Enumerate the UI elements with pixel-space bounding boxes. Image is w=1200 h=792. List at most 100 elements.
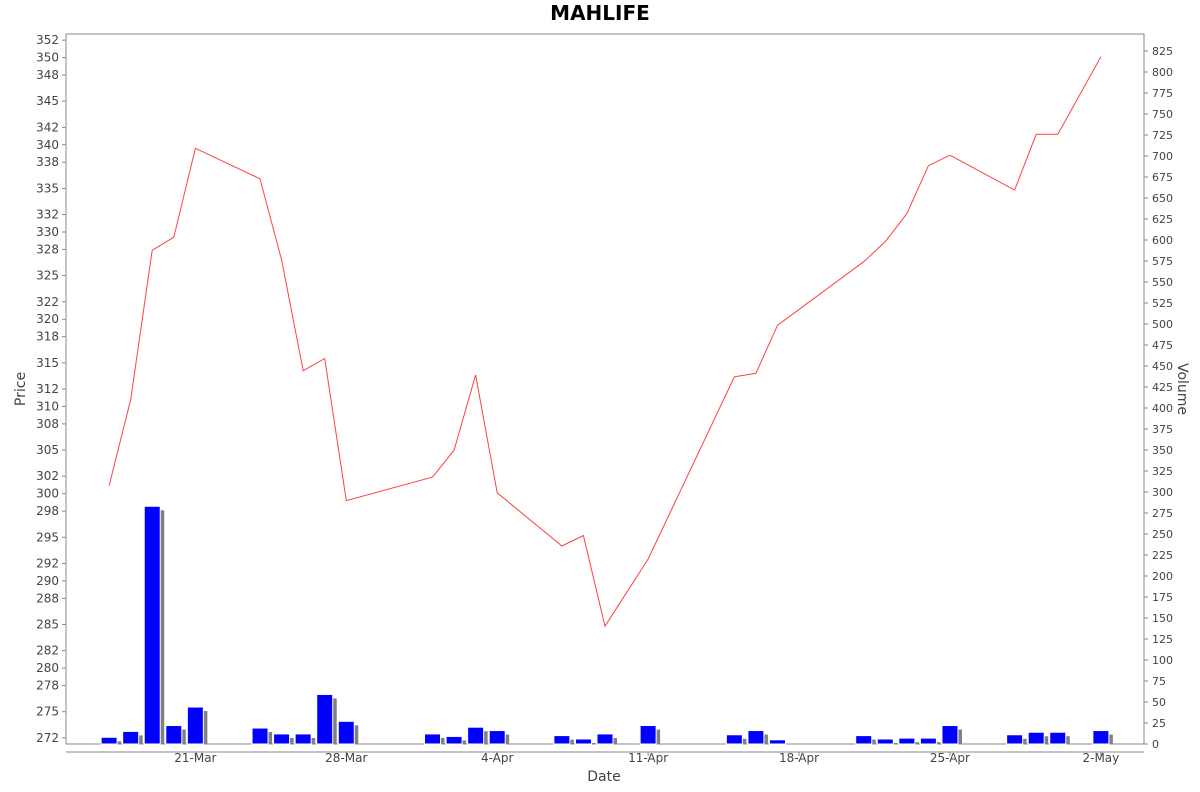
price-tick-label: 330 [36, 225, 59, 239]
volume-tick-label: 75 [1152, 675, 1166, 688]
price-tick-label: 300 [36, 487, 59, 501]
price-tick-label: 342 [36, 120, 59, 134]
volume-tick-label: 800 [1152, 66, 1173, 79]
volume-bar [941, 725, 959, 745]
volume-bar [596, 733, 614, 745]
price-tick-label: 292 [36, 556, 59, 570]
price-tick-label: 305 [36, 443, 59, 457]
volume-tick-label: 125 [1152, 633, 1173, 646]
volume-bar [424, 733, 442, 745]
price-tick-label: 290 [36, 574, 59, 588]
volume-bar [488, 730, 506, 745]
volume-tick-label: 450 [1152, 360, 1173, 373]
volume-bar [553, 735, 571, 745]
volume-tick-label: 725 [1152, 129, 1173, 142]
volume-tick-label: 250 [1152, 528, 1173, 541]
price-tick-label: 322 [36, 295, 59, 309]
volume-tick-label: 225 [1152, 549, 1173, 562]
volume-tick-label: 375 [1152, 423, 1173, 436]
date-tick-label: 28-Mar [325, 751, 367, 765]
volume-bar [467, 726, 485, 745]
price-tick-label: 310 [36, 399, 59, 413]
price-tick-label: 272 [36, 731, 59, 745]
volume-tick-label: 775 [1152, 87, 1173, 100]
volume-bar [143, 505, 161, 745]
price-tick-label: 282 [36, 644, 59, 658]
price-tick-label: 275 [36, 705, 59, 719]
volume-bar [1092, 730, 1110, 745]
volume-bar [122, 730, 140, 745]
price-tick-label: 278 [36, 679, 59, 693]
price-tick-label: 335 [36, 181, 59, 195]
volume-tick-label: 475 [1152, 339, 1173, 352]
price-tick-label: 302 [36, 469, 59, 483]
volume-axis: 8258007757507257006756506256005755505255… [1144, 45, 1173, 751]
volume-tick-label: 0 [1152, 738, 1159, 751]
price-line [108, 56, 1102, 628]
volume-tick-label: 175 [1152, 591, 1173, 604]
volume-tick-label: 650 [1152, 192, 1173, 205]
volume-tick-label: 675 [1152, 171, 1173, 184]
y-axis-label: Price [13, 372, 29, 406]
price-axis: 352 350 348 345 342 340 338 335 332 330 328 325 322 3… [36, 33, 66, 745]
volume-tick-label: 700 [1152, 150, 1173, 163]
volume-bar [768, 739, 786, 745]
volume-bar [898, 737, 916, 745]
price-tick-label: 328 [36, 242, 59, 256]
volume-tick-label: 300 [1152, 486, 1173, 499]
volume-tick-label: 750 [1152, 108, 1173, 121]
volume-tick-label: 350 [1152, 444, 1173, 457]
volume-bar [251, 727, 269, 745]
volume-tick-label: 500 [1152, 318, 1173, 331]
date-tick-label: 2-May [1082, 751, 1119, 765]
price-tick-label: 308 [36, 417, 59, 431]
volume-bar [919, 737, 937, 745]
price-tick-label: 315 [36, 356, 59, 370]
price-tick-label: 340 [36, 138, 59, 152]
price-tick-label: 352 [36, 33, 59, 47]
volume-tick-label: 275 [1152, 507, 1173, 520]
price-tick-label: 288 [36, 591, 59, 605]
volume-tick-label: 150 [1152, 612, 1173, 625]
volume-bar [876, 738, 894, 745]
volume-tick-label: 100 [1152, 654, 1173, 667]
volume-bar [1027, 731, 1045, 745]
price-tick-label: 345 [36, 94, 59, 108]
volume-bar [316, 693, 334, 745]
volume-tick-label: 200 [1152, 570, 1173, 583]
volume-bars [100, 505, 1113, 745]
volume-bar [574, 738, 592, 745]
volume-bar [1049, 731, 1067, 745]
volume-bar [337, 720, 355, 745]
price-tick-label: 350 [36, 51, 59, 65]
chart-title: MAHLIFE [550, 1, 650, 25]
volume-tick-label: 625 [1152, 213, 1173, 226]
price-tick-label: 295 [36, 530, 59, 544]
price-tick-label: 318 [36, 330, 59, 344]
price-tick-label: 320 [36, 312, 59, 326]
y2-axis-label: Volume [1174, 363, 1190, 415]
volume-tick-label: 550 [1152, 276, 1173, 289]
price-tick-label: 298 [36, 504, 59, 518]
price-tick-label: 312 [36, 382, 59, 396]
volume-bar [100, 736, 118, 745]
price-tick-label: 325 [36, 269, 59, 283]
volume-bar [186, 706, 204, 745]
volume-bar [855, 735, 873, 745]
price-tick-label: 285 [36, 618, 59, 632]
date-tick-label: 18-Apr [779, 751, 819, 765]
price-tick-label: 348 [36, 68, 59, 82]
plot-area [65, 33, 1145, 745]
date-tick-label: 4-Apr [481, 751, 514, 765]
volume-bar [165, 725, 183, 745]
volume-tick-label: 525 [1152, 297, 1173, 310]
date-tick-label: 21-Mar [174, 751, 216, 765]
volume-tick-label: 50 [1152, 696, 1166, 709]
x-axis-label: Date [587, 769, 620, 785]
date-tick-label: 25-Apr [930, 751, 970, 765]
volume-bar [639, 725, 657, 745]
volume-tick-label: 825 [1152, 45, 1173, 58]
price-tick-label: 338 [36, 155, 59, 169]
price-tick-label: 280 [36, 661, 59, 675]
